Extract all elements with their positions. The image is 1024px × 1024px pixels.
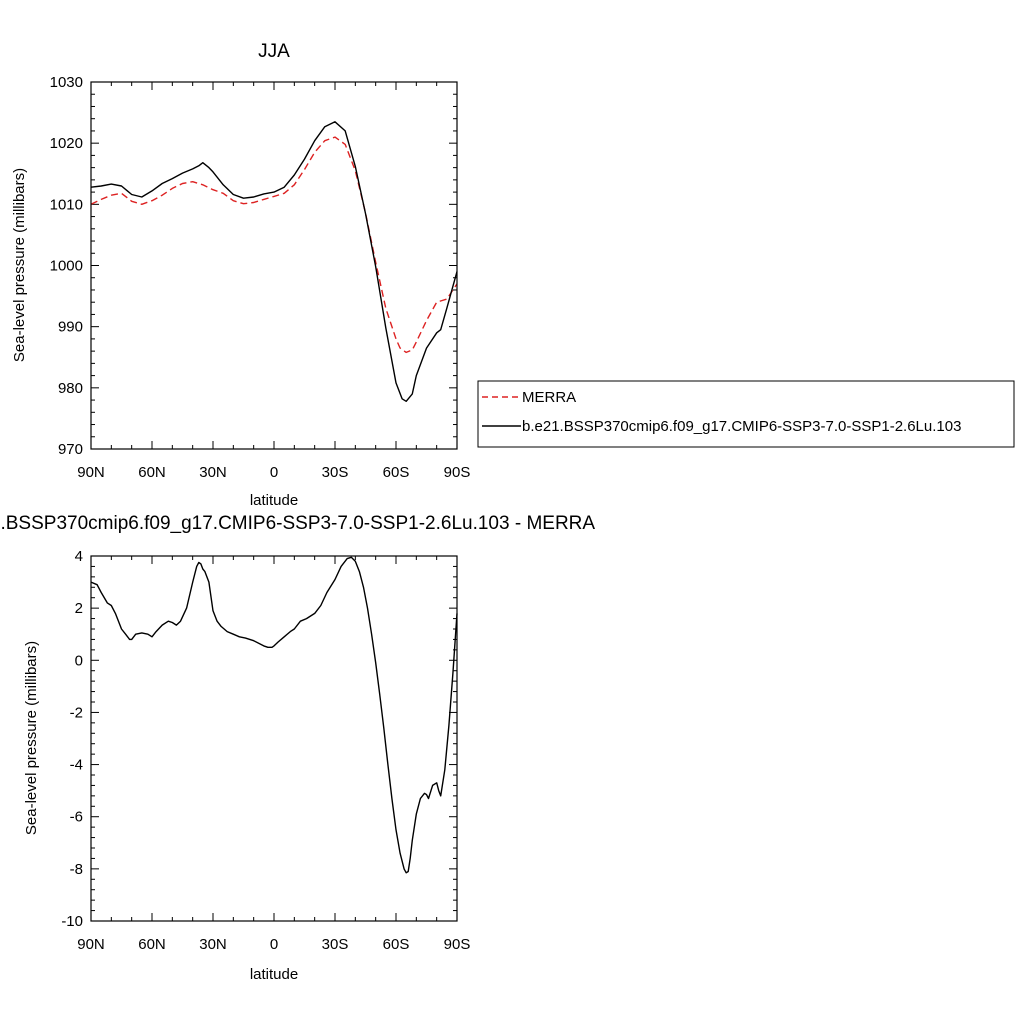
top-chart-series-line-0 [90, 136, 458, 354]
bottom-chart-ylabel: Sea-level pressure (millibars) [23, 641, 40, 835]
top-chart-ytick-label: 1010 [50, 196, 83, 213]
bottom-chart-xtick-label: 0 [270, 936, 278, 953]
legend-box [477, 380, 1015, 448]
bottom-chart-ytick-label: -2 [70, 704, 83, 721]
bottom-chart-xtick-label: 90S [444, 936, 471, 953]
bottom-chart-ytick-label: 0 [75, 652, 83, 669]
legend: MERRA b.e21.BSSP370cmip6.f09_g17.CMIP6-S… [477, 380, 1015, 448]
top-chart-ytick-label: 1020 [50, 135, 83, 152]
bottom-chart-series-line-0 [90, 556, 458, 874]
top-chart-title: JJA [258, 41, 290, 62]
top-chart-xtick-label: 30N [199, 464, 227, 481]
bottom-chart-frame [90, 555, 458, 922]
top-chart-ytick-label: 980 [58, 380, 83, 397]
bottom-chart-title: b.e21.BSSP370cmip6.f09_g17.CMIP6-SSP3-7.… [0, 513, 595, 534]
top-chart-series [90, 121, 458, 402]
top-chart-xlabel: latitude [250, 492, 298, 509]
top-chart-tick-labels: 90N 60N 30N 0 30S 60S 90S 970 980 990 1000 1010 1020… [50, 74, 471, 481]
bottom-chart-ytick-label: -6 [70, 809, 83, 826]
top-chart-xtick-label: 30S [322, 464, 349, 481]
top-chart-xtick-label: 90S [444, 464, 471, 481]
bottom-chart-series [90, 556, 458, 874]
bottom-chart-ytick-label: -10 [61, 913, 83, 930]
bottom-chart-xtick-label: 90N [77, 936, 105, 953]
legend-label-model: b.e21.BSSP370cmip6.f09_g17.CMIP6-SSP3-7.… [522, 418, 961, 435]
top-chart-xtick-label: 0 [270, 464, 278, 481]
bottom-chart-xtick-label: 60N [138, 936, 166, 953]
legend-label-merra: MERRA [522, 389, 576, 406]
bottom-chart-ytick-label: 4 [75, 548, 83, 565]
bottom-chart-xtick-label: 60S [383, 936, 410, 953]
top-chart-series-line-1 [90, 121, 458, 402]
top-chart-xtick-label: 60N [138, 464, 166, 481]
bottom-chart: b.e21.BSSP370cmip6.f09_g17.CMIP6-SSP3-7.… [0, 513, 595, 983]
top-chart-frame [90, 81, 458, 450]
bottom-chart-tick-labels: 90N 60N 30N 0 30S 60S 90S -10 -8 -6 -4 -2 0 2 4 [61, 548, 470, 953]
top-chart-ytick-label: 970 [58, 441, 83, 458]
bottom-chart-ytick-label: -4 [70, 757, 83, 774]
top-chart-xtick-label: 60S [383, 464, 410, 481]
top-chart-ytick-label: 1030 [50, 74, 83, 91]
bottom-chart-xtick-label: 30N [199, 936, 227, 953]
top-chart-ytick-label: 990 [58, 319, 83, 336]
top-chart-ylabel: Sea-level pressure (millibars) [11, 168, 28, 362]
bottom-chart-xlabel: latitude [250, 966, 298, 983]
top-chart-ticks [90, 81, 458, 450]
bottom-chart-xtick-label: 30S [322, 936, 349, 953]
bottom-chart-ytick-label: 2 [75, 600, 83, 617]
top-chart-ytick-label: 1000 [50, 258, 83, 275]
top-chart-xtick-label: 90N [77, 464, 105, 481]
top-chart: JJA 90N 60N 30N 0 30S 60S 90S 970 980 990 1000 1010… [11, 41, 470, 509]
bottom-chart-ticks [90, 555, 458, 922]
bottom-chart-ytick-label: -8 [70, 861, 83, 878]
